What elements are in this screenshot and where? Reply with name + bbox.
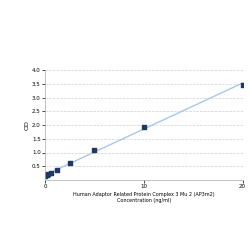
Y-axis label: OD: OD — [24, 120, 29, 130]
Point — [55, 168, 59, 172]
X-axis label: Human Adaptor Related Protein Complex 3 Mu 2 (AP3m2)
Concentration (ng/ml): Human Adaptor Related Protein Complex 3 … — [73, 192, 215, 203]
Point — [240, 82, 244, 86]
Point — [49, 171, 53, 175]
Point — [46, 172, 50, 176]
Point — [68, 160, 72, 164]
Point — [44, 173, 48, 177]
Point — [142, 125, 146, 129]
Point — [43, 174, 47, 178]
Point — [92, 148, 96, 152]
